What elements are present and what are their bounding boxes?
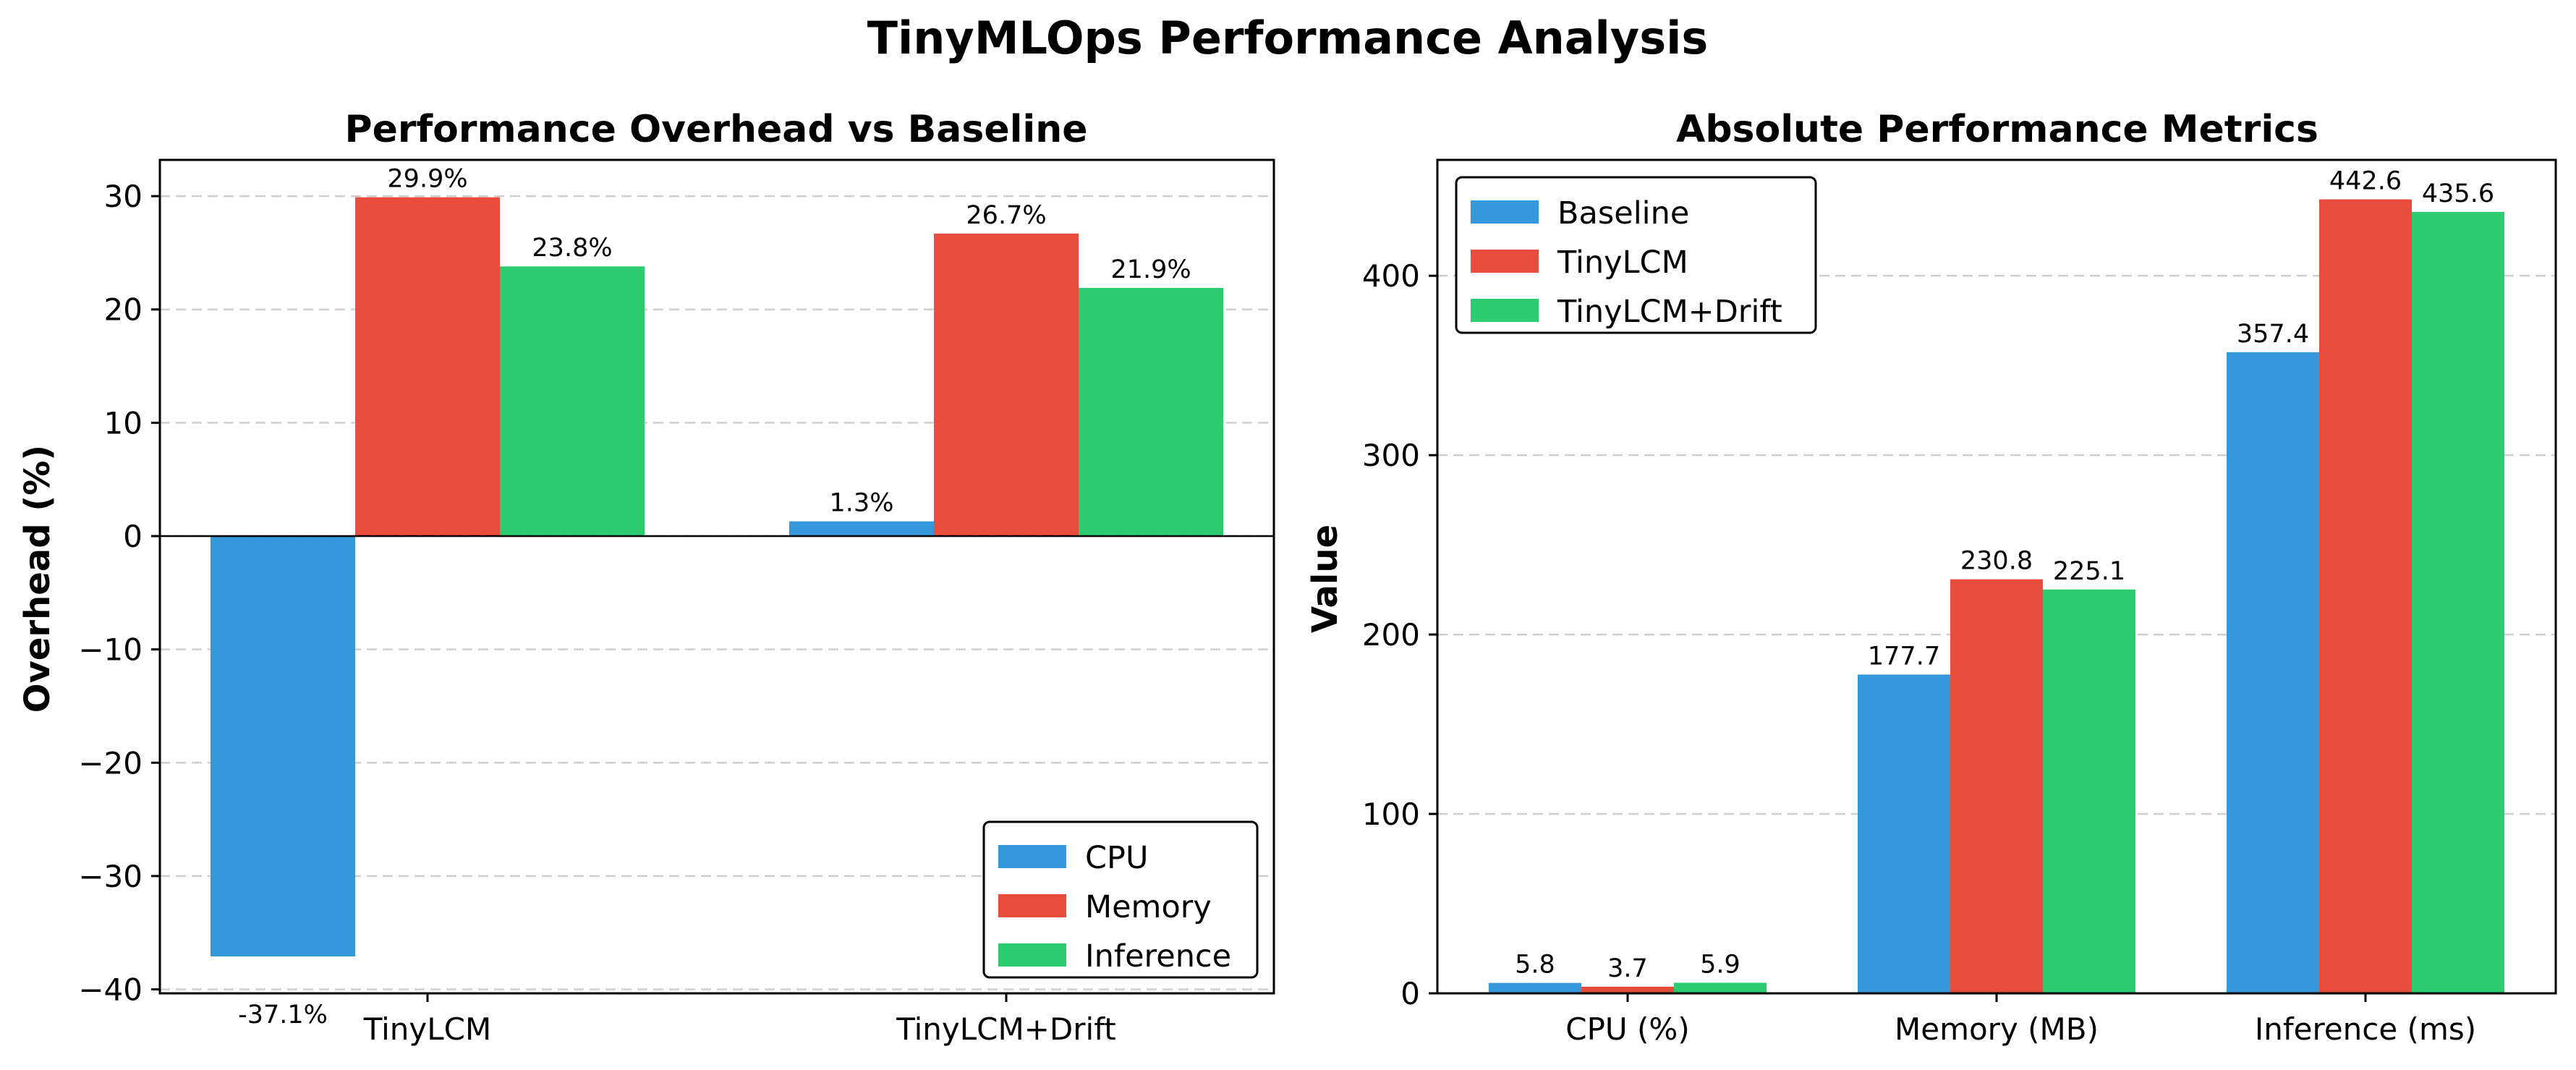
bar-inference-tinylcm [500, 266, 645, 537]
y-tick-label: −20 [78, 745, 143, 781]
absolute-chart: Absolute Performance Metrics Value 0 100 2… [1305, 108, 2557, 1047]
legend-swatch-baseline [1471, 200, 1539, 224]
bar-tinylcm-cpu [1581, 986, 1674, 993]
data-label-tinylcm-inference-ms: 442.6 [2329, 167, 2402, 196]
data-label-tinylcm-memory-mb: 230.8 [1960, 547, 2033, 576]
data-label-memory-tinylcm: 29.9% [387, 165, 467, 194]
bar-memory-tinylcm [355, 197, 500, 537]
bar-baseline-memory-mb [1858, 674, 1950, 993]
y-tick-label: −30 [78, 859, 143, 894]
bar-baseline-cpu [1489, 982, 1581, 993]
data-label-baseline-memory-mb: 177.7 [1868, 642, 1940, 671]
y-tick-label: 200 [1362, 617, 1420, 653]
data-label-tinylcm-cpu: 3.7 [1607, 954, 1648, 983]
y-tick-label: 400 [1362, 258, 1420, 294]
legend-label-tinylcm-drift: TinyLCM+Drift [1557, 294, 1782, 330]
absolute-y-axis-label: Value [1305, 525, 1346, 633]
x-tick-label-tinylcm-drift: TinyLCM+Drift [896, 1011, 1115, 1047]
bar-cpu-tinylcm [211, 536, 355, 957]
legend-swatch-cpu [998, 845, 1066, 868]
bar-tinylcm-inference-ms [2319, 199, 2412, 993]
bar-cpu-tinylcm-drift [789, 521, 934, 537]
y-tick-label: 300 [1362, 438, 1420, 473]
x-tick-label-cpu: CPU (%) [1565, 1011, 1689, 1047]
legend-swatch-memory [998, 894, 1066, 917]
absolute-chart-title: Absolute Performance Metrics [1676, 108, 2318, 151]
bar-inference-tinylcm-drift [1079, 287, 1223, 537]
data-label-inference-tinylcm-drift: 21.9% [1110, 255, 1191, 284]
y-tick-label: 0 [1400, 976, 1420, 1011]
x-tick-label-tinylcm: TinyLCM [363, 1011, 491, 1047]
bar-baseline-inference-ms [2227, 352, 2319, 994]
legend-swatch-inference [998, 943, 1066, 967]
data-label-cpu-tinylcm: -37.1% [238, 1001, 328, 1029]
data-label-cpu-tinylcm-drift: 1.3% [830, 489, 894, 518]
legend-label-baseline: Baseline [1557, 195, 1689, 232]
data-label-tinylcm-drift-cpu: 5.9 [1700, 950, 1740, 979]
figure-title: TinyMLOps Performance Analysis [867, 12, 1709, 64]
data-label-tinylcm-drift-inference-ms: 435.6 [2422, 179, 2494, 208]
bar-tinylcm-memory-mb [1950, 579, 2043, 993]
data-label-inference-tinylcm: 23.8% [532, 234, 612, 263]
data-label-baseline-inference-ms: 357.4 [2237, 320, 2309, 349]
overhead-plot-frame [158, 158, 1275, 995]
y-tick-label: 100 [1362, 797, 1420, 832]
absolute-legend: Baseline TinyLCM TinyLCM+Drift [1455, 176, 1817, 334]
x-tick-label-memory-mb: Memory (MB) [1895, 1011, 2099, 1047]
bar-memory-tinylcm-drift [934, 233, 1079, 537]
x-tick-label-inference-ms: Inference (ms) [2255, 1011, 2476, 1047]
y-tick-label: −40 [78, 972, 143, 1008]
legend-label-inference: Inference [1085, 938, 1231, 975]
bar-tinylcm-drift-cpu [1674, 982, 1767, 993]
legend-label-memory: Memory [1085, 889, 1212, 925]
overhead-legend: CPU Memory Inference [982, 820, 1259, 979]
absolute-legend-box [1455, 176, 1817, 334]
overhead-y-axis-label: Overhead (%) [17, 445, 58, 713]
data-label-tinylcm-drift-memory-mb: 225.1 [2053, 557, 2125, 586]
y-tick-label: −10 [78, 632, 143, 668]
y-tick-label: 0 [123, 519, 143, 554]
legend-swatch-tinylcm-drift [1471, 299, 1539, 322]
y-tick-label: 10 [104, 405, 143, 441]
bar-tinylcm-drift-inference-ms [2412, 211, 2504, 994]
data-label-memory-tinylcm-drift: 26.7% [966, 201, 1046, 230]
legend-label-cpu: CPU [1085, 840, 1148, 876]
overhead-chart-title: Performance Overhead vs Baseline [344, 108, 1087, 151]
data-label-baseline-cpu: 5.8 [1515, 951, 1555, 980]
legend-label-tinylcm: TinyLCM [1557, 245, 1688, 281]
legend-swatch-tinylcm [1471, 250, 1539, 273]
bar-tinylcm-drift-memory-mb [2043, 589, 2135, 993]
y-tick-label: 20 [104, 292, 143, 328]
y-tick-label: 30 [104, 179, 143, 214]
overhead-chart: Performance Overhead vs Baseline Overhea… [17, 108, 1275, 1047]
